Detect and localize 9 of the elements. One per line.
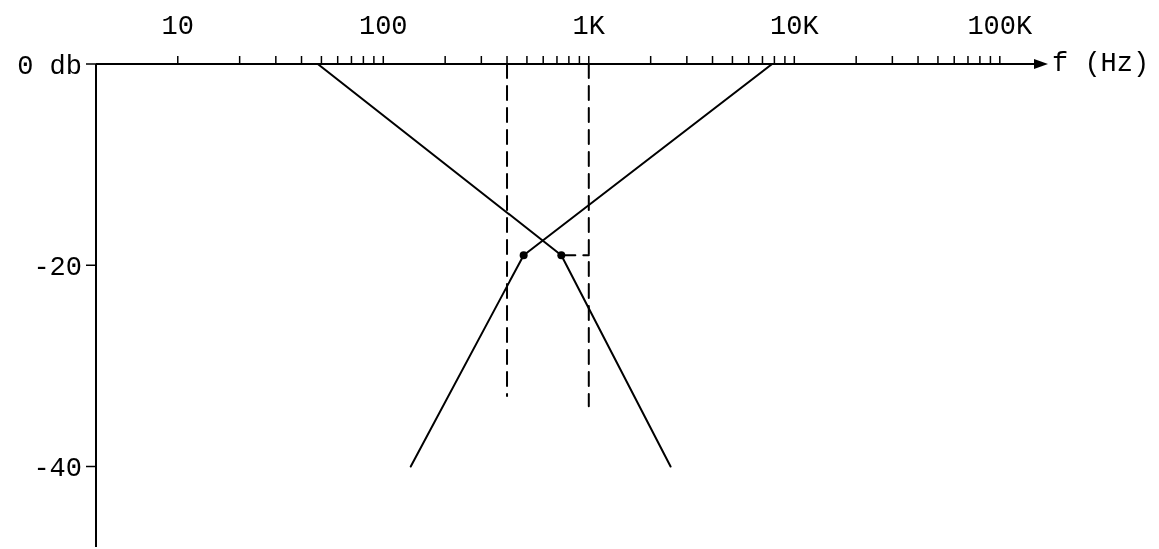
y-tick-label: -40 bbox=[33, 454, 82, 485]
x-tick-label: 100K bbox=[967, 12, 1034, 42]
y-tick-label: -20 bbox=[33, 252, 82, 283]
x-tick-label: 100 bbox=[358, 12, 408, 42]
x-tick-label: 10K bbox=[770, 12, 820, 42]
x-tick-label: 10 bbox=[161, 12, 194, 42]
y-tick-label: 0 db bbox=[17, 51, 82, 82]
x-axis-title: f (Hz) bbox=[1052, 48, 1150, 81]
x-tick-label: 1K bbox=[572, 12, 606, 42]
